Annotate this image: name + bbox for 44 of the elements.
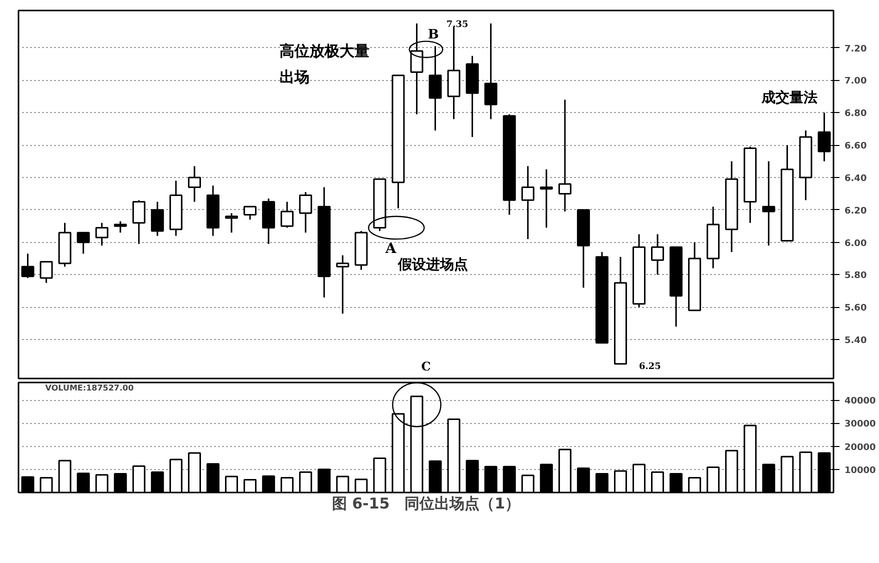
candlestick [114,220,127,234]
candlestick [244,206,257,220]
candlestick [150,201,164,237]
candlestick [484,22,498,120]
candlestick [558,98,572,212]
annotation: 7.35 [446,20,468,30]
y-tick-label: 7.00 [844,76,867,87]
y-tick-label: 6.80 [844,109,867,120]
y-tick-label: 6.00 [844,238,867,249]
candlestick [651,233,664,276]
annotation: 出场 [280,68,310,86]
y-tick-label: 6.40 [844,174,867,184]
y-tick-label: 5.80 [844,271,867,282]
candlestick [40,261,53,284]
y-tick-label: 5.60 [844,304,867,314]
annotation: A [384,240,398,257]
y-tick-label: 40000 [844,396,876,407]
candlestick [280,201,294,228]
annotation: 高位放极大量 [280,42,370,60]
annotation: 6.25 [639,362,661,372]
caption: 图 6-15 同位出场点（1） [332,494,520,512]
candlestick [188,165,201,203]
candlestick [336,254,350,314]
candlestick [540,168,553,228]
y-tick-label: 5.40 [844,336,867,346]
candlestick [132,199,146,245]
annotation: 假设进场点 [397,257,468,274]
y-tick-label: 30000 [844,420,876,430]
candlestick [21,252,34,279]
candlestick [762,160,776,246]
candlestick [76,232,90,254]
candlestick [225,212,238,234]
annotation: C [421,360,431,374]
candlestick [299,191,312,234]
candlestick [521,165,534,240]
candlestick [95,222,108,246]
y-tick-label: 20000 [844,442,876,453]
y-tick-label: 6.60 [844,142,867,152]
annotation: B [428,27,439,42]
y-tick-label: 10000 [844,466,876,476]
y-tick-label: 6.20 [844,206,867,216]
chart-title: VOLUME:187527.00 [45,384,134,392]
y-tick-label: 7.20 [844,44,867,54]
annotation: 成交量法 [760,89,818,106]
